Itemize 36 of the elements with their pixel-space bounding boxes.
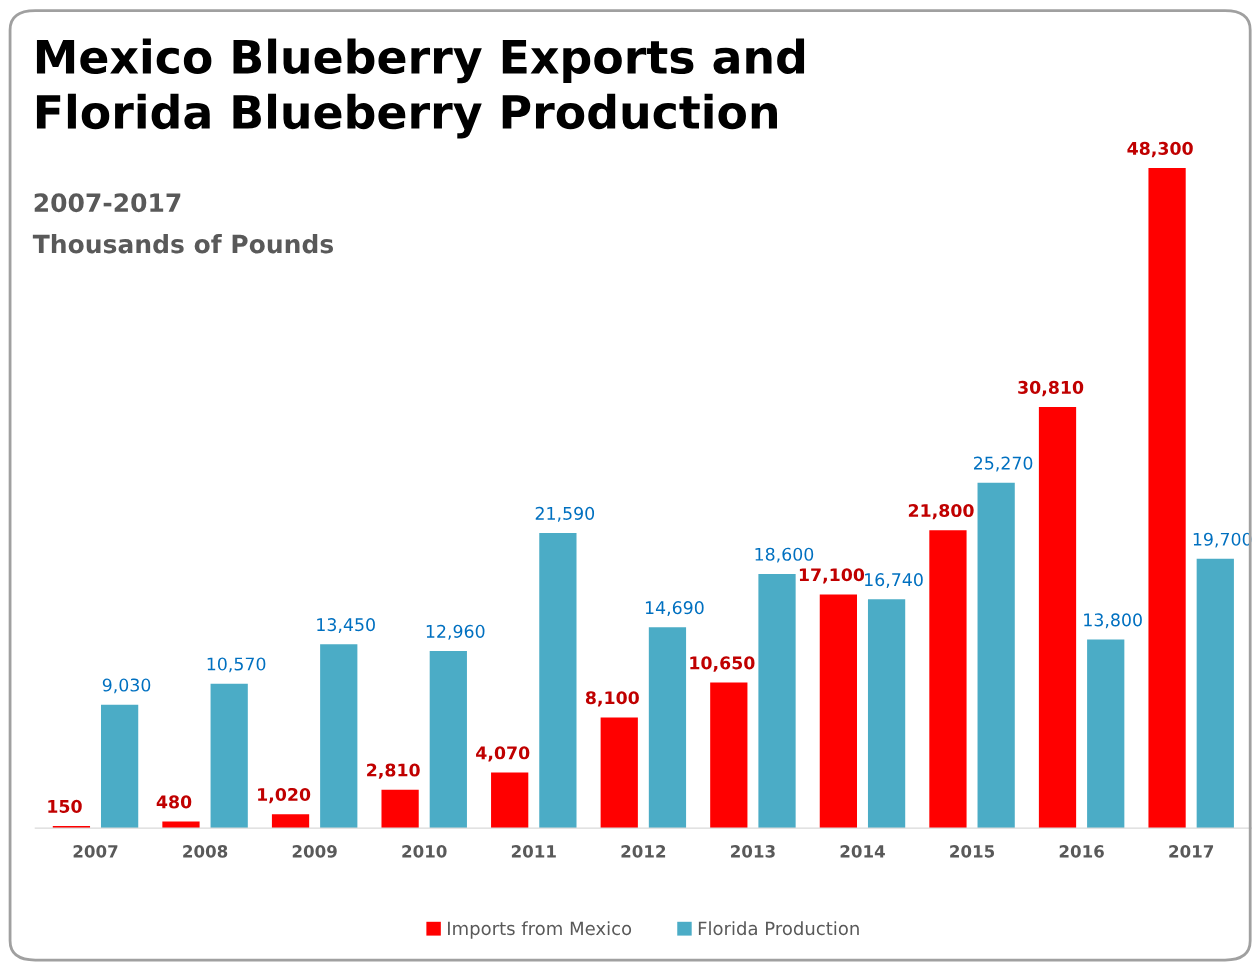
data-label: 150 xyxy=(48,799,82,813)
data-label: 13,450 xyxy=(317,618,375,633)
x-tick-label: 2011 xyxy=(511,845,556,858)
x-tick-label: 2013 xyxy=(731,845,775,858)
data-label: 48,300 xyxy=(1127,141,1193,158)
chart-title: Mexico Blueberry Exports and Florida Blueberry Production xyxy=(36,38,805,139)
data-label: 30,810 xyxy=(1018,380,1084,397)
data-label: 25,270 xyxy=(974,456,1033,472)
text: 2007-2017 Thousands of Pounds xyxy=(32,193,334,254)
x-tick-label: 2016 xyxy=(1059,845,1104,858)
data-label: 12,960 xyxy=(426,624,485,640)
data-label: 18,600 xyxy=(755,547,814,563)
data-label: 1,020 xyxy=(258,787,311,804)
data-label: 21,590 xyxy=(535,506,595,522)
data-label: 13,800 xyxy=(1084,613,1142,629)
x-tick-label: 2008 xyxy=(183,845,228,858)
x-tick-label: 2007 xyxy=(73,845,118,858)
data-label: 10,650 xyxy=(690,656,755,672)
x-tick-label: 2014 xyxy=(840,845,885,858)
data-label: 21,800 xyxy=(908,503,974,520)
legend-label: Florida Production xyxy=(698,921,859,936)
data-label: 8,100 xyxy=(585,691,639,707)
data-label: 14,690 xyxy=(645,601,704,617)
x-tick-label: 2012 xyxy=(621,845,666,858)
data-label: 9,030 xyxy=(102,678,151,694)
data-label: 16,740 xyxy=(865,573,923,588)
x-tick-label: 2015 xyxy=(950,845,995,858)
data-label: 4,070 xyxy=(476,746,530,762)
x-tick-label: 2010 xyxy=(402,845,447,858)
data-label: 10,570 xyxy=(207,657,266,673)
data-label: 2,810 xyxy=(367,763,420,779)
x-tick-label: 2009 xyxy=(292,845,337,858)
legend-label: Imports from Mexico xyxy=(448,921,632,939)
data-label: 17,100 xyxy=(799,568,865,584)
data-label: 480 xyxy=(156,795,192,809)
x-tick-label: 2017 xyxy=(1169,845,1214,858)
